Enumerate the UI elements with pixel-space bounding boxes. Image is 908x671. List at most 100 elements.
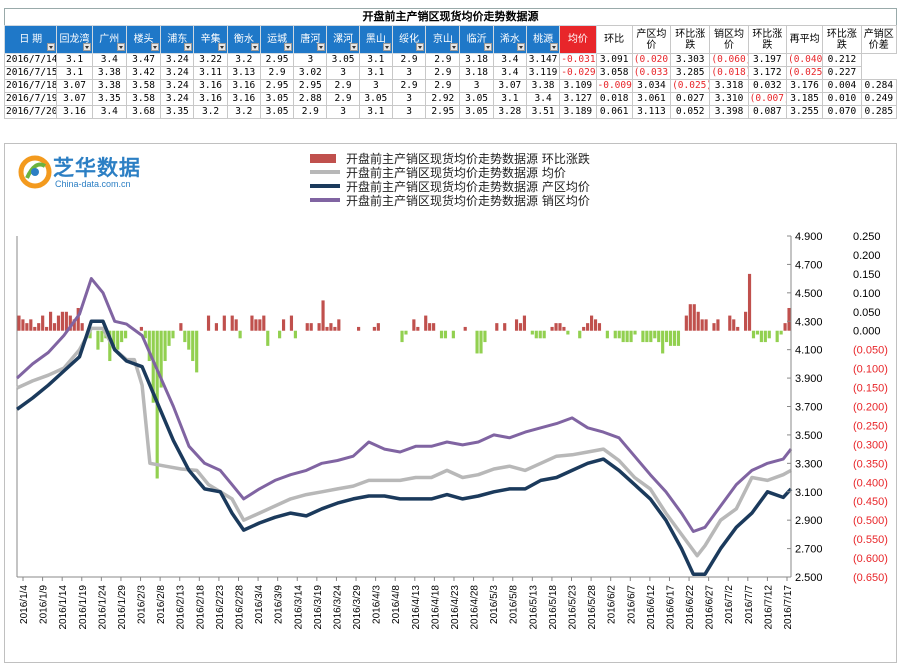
table-cell[interactable]: 3.2 [226,53,261,67]
table-cell[interactable]: 3.285 [670,66,711,80]
filter-dropdown-icon[interactable] [151,43,160,51]
table-cell[interactable]: 3.38 [91,66,127,80]
table-cell[interactable]: 3.28 [492,105,527,119]
table-cell[interactable]: 3.303 [670,53,711,67]
table-cell[interactable]: 2016/7/19 [3,92,58,106]
table-cell[interactable]: 3.16 [226,79,261,93]
column-header[interactable]: 再平均 [785,25,824,54]
filter-dropdown-icon[interactable] [250,43,259,51]
table-cell[interactable]: (0.040) [785,53,824,67]
table-cell[interactable]: 0.010 [822,92,862,106]
table-cell[interactable]: 0.004 [822,79,862,93]
table-cell[interactable]: 3.4 [91,105,127,119]
table-cell[interactable]: 3.4 [492,66,527,80]
table-cell[interactable]: 3.38 [525,79,561,93]
table-cell[interactable]: 3.1 [56,66,93,80]
table-cell[interactable]: 3.1 [358,105,393,119]
column-header[interactable]: 日 期 [3,25,58,54]
filter-dropdown-icon[interactable] [382,43,391,51]
table-cell[interactable]: 3 [293,53,328,67]
table-cell[interactable]: 3.05 [459,92,494,106]
column-header[interactable]: 回龙湾 [56,25,93,54]
table-cell[interactable]: 3.16 [226,92,261,106]
filter-dropdown-icon[interactable] [317,43,326,51]
table-cell[interactable]: 2.95 [425,105,461,119]
table-cell[interactable]: 3.22 [193,53,228,67]
table-cell[interactable]: 3.24 [160,53,195,67]
table-cell[interactable]: 3.127 [559,92,597,106]
column-header[interactable]: 环比涨跌 [747,25,787,54]
column-header[interactable]: 浠水 [492,25,527,54]
column-header[interactable]: 桃源 [525,25,561,54]
table-cell[interactable]: -0.029 [559,66,597,80]
table-cell[interactable]: 2016/7/14 [3,53,58,67]
table-cell[interactable]: 3.4 [525,92,561,106]
table-cell[interactable]: 2016/7/15 [3,66,58,80]
table-cell[interactable]: (0.025) [785,66,824,80]
table-cell[interactable]: 3.51 [525,105,561,119]
table-cell[interactable]: 3.176 [785,79,824,93]
table-cell[interactable]: 2.9 [425,66,461,80]
table-cell[interactable]: 3 [358,79,393,93]
table-cell[interactable]: 3.58 [125,92,162,106]
column-header[interactable]: 唐河 [293,25,328,54]
filter-dropdown-icon[interactable] [450,43,459,51]
table-cell[interactable]: 3.1 [358,53,393,67]
table-cell[interactable]: 2.88 [293,92,328,106]
table-cell[interactable]: 3.189 [559,105,597,119]
table-cell[interactable]: 0.052 [670,105,711,119]
table-cell[interactable]: 3.05 [259,92,295,106]
filter-dropdown-icon[interactable] [47,43,56,51]
table-cell[interactable]: 2.9 [391,79,427,93]
table-cell[interactable]: (0.025) [670,79,711,93]
table-cell[interactable]: 3.42 [125,66,162,80]
table-cell[interactable]: 2016/7/20 [3,105,58,119]
table-cell[interactable]: 3.16 [193,79,228,93]
table-cell[interactable]: 2.9 [326,92,360,106]
filter-dropdown-icon[interactable] [516,43,525,51]
table-cell[interactable]: 2.95 [259,53,295,67]
table-cell[interactable]: 3.147 [525,53,561,67]
table-cell[interactable]: 0.070 [822,105,862,119]
table-cell[interactable]: -0.031 [559,53,597,67]
table-cell[interactable]: 3.07 [56,92,93,106]
table-cell[interactable]: 0.032 [747,79,787,93]
table-cell[interactable]: 3.398 [709,105,749,119]
column-header[interactable]: 漯河 [326,25,360,54]
table-cell[interactable]: 3.18 [459,53,494,67]
table-cell[interactable]: 3.02 [293,66,328,80]
filter-dropdown-icon[interactable] [349,43,358,51]
table-cell[interactable]: (0.020) [631,53,672,67]
filter-dropdown-icon[interactable] [82,43,91,51]
column-header[interactable]: 辛集 [193,25,228,54]
column-header[interactable]: 销区均价 [709,25,749,54]
table-cell[interactable]: (0.033) [631,66,672,80]
table-cell[interactable]: 0.061 [595,105,633,119]
table-cell[interactable]: 2.9 [425,79,461,93]
table-cell[interactable]: 2.9 [391,53,427,67]
table-cell[interactable]: 0.249 [860,92,898,106]
table-cell[interactable]: 3.47 [125,53,162,67]
table-cell[interactable]: (0.060) [709,53,749,67]
table-cell[interactable]: 2.9 [259,66,295,80]
table-cell[interactable]: 3.24 [160,66,195,80]
table-cell[interactable]: 3.58 [125,79,162,93]
table-cell[interactable]: 0.018 [595,92,633,106]
table-cell[interactable]: 3.255 [785,105,824,119]
column-header[interactable]: 绥化 [391,25,427,54]
table-cell[interactable]: 2.95 [259,79,295,93]
table-cell[interactable]: 0.087 [747,105,787,119]
column-header[interactable]: 楼头 [125,25,162,54]
filter-dropdown-icon[interactable] [416,43,425,51]
table-cell[interactable]: 3.185 [785,92,824,106]
filter-dropdown-icon[interactable] [184,43,193,51]
table-cell[interactable]: 3.058 [595,66,633,80]
table-cell[interactable]: 0.284 [860,79,898,93]
table-cell[interactable]: 0.227 [822,66,862,80]
column-header[interactable]: 临沂 [459,25,494,54]
table-cell[interactable]: 3.05 [326,53,360,67]
table-cell[interactable]: 3.1 [492,92,527,106]
table-cell[interactable]: 3.1 [358,66,393,80]
table-cell[interactable]: 3.109 [559,79,597,93]
column-header[interactable]: 产销区价差 [860,25,898,54]
